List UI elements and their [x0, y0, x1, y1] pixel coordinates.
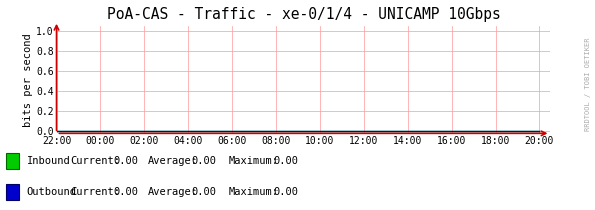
Text: 0.00: 0.00: [274, 156, 299, 166]
Text: 0.00: 0.00: [113, 187, 138, 197]
Y-axis label: bits per second: bits per second: [23, 33, 33, 127]
Text: Maximum:: Maximum:: [229, 156, 279, 166]
Text: Current:: Current:: [70, 156, 120, 166]
Text: Inbound: Inbound: [27, 156, 71, 166]
Text: RRDTOOL / TOBI OETIKER: RRDTOOL / TOBI OETIKER: [585, 37, 591, 131]
Text: 0.00: 0.00: [113, 156, 138, 166]
Text: 0.00: 0.00: [192, 156, 217, 166]
Title: PoA-CAS - Traffic - xe-0/1/4 - UNICAMP 10Gbps: PoA-CAS - Traffic - xe-0/1/4 - UNICAMP 1…: [107, 7, 500, 22]
Text: Outbound: Outbound: [27, 187, 77, 197]
Text: 0.00: 0.00: [274, 187, 299, 197]
Text: 0.00: 0.00: [192, 187, 217, 197]
Text: Current:: Current:: [70, 187, 120, 197]
Text: Average:: Average:: [148, 187, 198, 197]
Text: Maximum:: Maximum:: [229, 187, 279, 197]
Text: Average:: Average:: [148, 156, 198, 166]
